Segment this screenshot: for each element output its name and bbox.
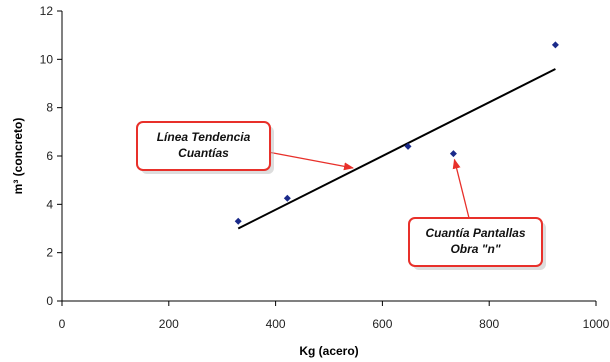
x-tick-label: 200 [159, 317, 179, 331]
callout-text: Cuantías [178, 146, 229, 160]
callout-text: Línea Tendencia [157, 130, 251, 144]
callout-text: Cuantía Pantallas [425, 226, 525, 240]
data-point [551, 41, 559, 49]
x-axis-label: Kg (acero) [299, 344, 358, 358]
x-tick-label: 600 [372, 317, 392, 331]
callout-box [408, 217, 543, 267]
y-tick-label: 10 [40, 52, 54, 66]
x-tick-label: 0 [59, 317, 66, 331]
x-tick-label: 800 [479, 317, 499, 331]
callouts: Línea Tendencia Cuantías Cuantía Pantallas… [136, 121, 546, 270]
callout-arrow [452, 158, 470, 219]
trendline-group [237, 68, 556, 230]
y-axis-label: m³ (concreto) [11, 118, 25, 195]
callout-arrow [267, 151, 354, 171]
callout-box [136, 121, 271, 171]
data-point [234, 217, 242, 225]
x-tick-label: 1000 [583, 317, 610, 331]
trendline [237, 68, 556, 230]
y-axis-ticks: 0 2 4 6 8 10 12 [40, 4, 62, 308]
x-tick-label: 400 [266, 317, 286, 331]
y-tick-label: 6 [46, 149, 53, 163]
data-point [404, 142, 412, 150]
y-tick-label: 8 [46, 101, 53, 115]
x-axis-ticks: 0 200 400 600 800 1000 [59, 301, 610, 331]
y-tick-label: 0 [46, 294, 53, 308]
data-points [234, 41, 559, 225]
data-point [283, 194, 291, 202]
y-tick-label: 4 [46, 197, 53, 211]
y-tick-label: 2 [46, 246, 53, 260]
data-point [449, 150, 457, 158]
callout-text: Obra "n" [450, 242, 500, 256]
y-tick-label: 12 [40, 4, 54, 18]
